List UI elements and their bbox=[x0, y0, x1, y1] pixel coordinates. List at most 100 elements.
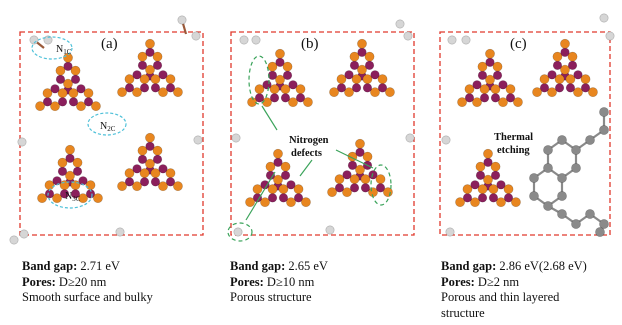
nitrogen-atom bbox=[288, 80, 298, 90]
carbon-atom bbox=[85, 180, 96, 191]
nitrogen-atom bbox=[347, 160, 358, 170]
defect-arrows bbox=[245, 105, 374, 221]
carbon-atom bbox=[245, 197, 255, 208]
carbon-atom bbox=[260, 197, 270, 208]
etched-carbon-atom bbox=[529, 191, 539, 201]
caption-c: Band gap: 2.86 eV(2.68 eV) Pores: D≥2 nm… bbox=[441, 259, 587, 321]
carbon-atom bbox=[152, 51, 163, 62]
nitrogen-atom bbox=[76, 84, 86, 94]
nitrogen-atom bbox=[68, 97, 79, 107]
carbon-atom bbox=[560, 64, 570, 75]
carbon-atom bbox=[539, 74, 550, 85]
nitrogen-atom bbox=[55, 74, 66, 84]
carbon-atom bbox=[254, 84, 265, 95]
nitrogen-atom bbox=[490, 170, 501, 180]
nitrogen-atom bbox=[472, 80, 482, 90]
hydrogen-atom bbox=[177, 15, 187, 25]
annotation-ellipse-n3c bbox=[47, 181, 93, 209]
nitrogen-atom bbox=[360, 183, 371, 193]
etched-carbon-atom bbox=[557, 209, 567, 219]
carbon-atom bbox=[288, 97, 298, 108]
etched-carbon-atom bbox=[571, 163, 581, 173]
nitrogen-atom bbox=[477, 70, 488, 80]
panel-a-atoms bbox=[9, 15, 203, 245]
defect-ellipse-2 bbox=[370, 164, 392, 206]
carbon-atom bbox=[375, 174, 386, 185]
etched-carbon-atom bbox=[571, 145, 581, 155]
nitrogen-atom bbox=[267, 70, 278, 80]
panel-b-label: (b) bbox=[301, 36, 319, 52]
carbon-atom bbox=[275, 48, 285, 59]
carbon-atom bbox=[145, 38, 155, 49]
carbon-atom bbox=[355, 164, 365, 175]
nitrogen-atom bbox=[262, 80, 272, 90]
annotation-n3c: N3C bbox=[65, 191, 81, 203]
nitrogen-atom bbox=[503, 193, 514, 203]
panel-c: (c) Thermal etching bbox=[439, 13, 615, 237]
nitrogen-atom bbox=[505, 93, 516, 103]
nitrogen-atom bbox=[477, 193, 488, 203]
carbon-atom bbox=[349, 51, 360, 62]
etched-carbon-atom bbox=[557, 173, 567, 183]
caption-b-band-gap: Band gap: 2.65 eV bbox=[230, 259, 328, 273]
etched-carbon-atom bbox=[599, 219, 609, 229]
nitrogen-atom bbox=[72, 166, 83, 176]
carbon-atom bbox=[267, 61, 278, 72]
carbon-atom bbox=[560, 38, 570, 49]
carbon-atom bbox=[370, 87, 380, 98]
carbon-atom bbox=[72, 157, 83, 168]
nitrogen-atom bbox=[488, 193, 499, 203]
etched-carbon-atom bbox=[543, 201, 553, 211]
carbon-atom bbox=[498, 97, 508, 108]
carbon-atom bbox=[301, 197, 311, 208]
carbon-atom bbox=[490, 161, 501, 172]
nitrogen-atom bbox=[150, 177, 161, 187]
etched-carbon-atom bbox=[599, 107, 609, 117]
caption-b-description: Porous structure bbox=[230, 290, 312, 304]
carbon-atom bbox=[464, 84, 475, 95]
etched-carbon-atom bbox=[543, 145, 553, 155]
annotation-ellipse-n2c bbox=[87, 112, 127, 136]
carbon-atom bbox=[496, 197, 506, 208]
etched-carbon-atom bbox=[571, 219, 581, 229]
carbon-atom bbox=[158, 181, 168, 192]
carbon-atom bbox=[65, 144, 75, 155]
nitrogen-atom bbox=[479, 93, 490, 103]
carbon-atom bbox=[78, 193, 88, 204]
carbon-atom bbox=[342, 187, 352, 198]
carbon-atom bbox=[511, 197, 521, 208]
carbon-atom bbox=[462, 184, 473, 195]
nitrogen-atom bbox=[552, 60, 563, 70]
hydrogen-atom bbox=[193, 135, 203, 145]
carbon-atom bbox=[513, 97, 523, 108]
panel-a: (a) N1C N2C N3C bbox=[9, 15, 204, 245]
carbon-atom bbox=[137, 51, 148, 62]
carbon-atom bbox=[357, 64, 367, 75]
carbon-atom bbox=[573, 87, 583, 98]
carbon-atom bbox=[265, 161, 276, 172]
carbon-atom bbox=[580, 74, 591, 85]
nitrogen-atom bbox=[165, 177, 176, 187]
nitrogen-atom bbox=[554, 83, 565, 93]
nitrogen-atom bbox=[295, 93, 306, 103]
hydrogen-atom bbox=[9, 235, 19, 245]
carbon-atom bbox=[42, 88, 53, 99]
nitrogen-atom bbox=[139, 83, 150, 93]
etched-carbon-atom bbox=[529, 173, 539, 183]
carbon-atom bbox=[286, 197, 296, 208]
carbon-atom bbox=[329, 87, 339, 98]
carbon-atom bbox=[282, 61, 293, 72]
nitrogen-atom bbox=[492, 70, 503, 80]
defect-ellipse-1 bbox=[248, 55, 270, 105]
carbon-atom bbox=[362, 151, 373, 162]
carbon-atom bbox=[273, 148, 283, 159]
carbon-atom bbox=[173, 181, 183, 192]
carbon-atom bbox=[83, 88, 94, 99]
nitrogen-atom bbox=[377, 83, 388, 93]
nitrogen-atom bbox=[490, 93, 501, 103]
nitrogen-atom bbox=[567, 60, 578, 70]
carbon-atom bbox=[165, 168, 176, 179]
carbon-atom bbox=[588, 87, 598, 98]
nitrogen-atom bbox=[83, 97, 94, 107]
